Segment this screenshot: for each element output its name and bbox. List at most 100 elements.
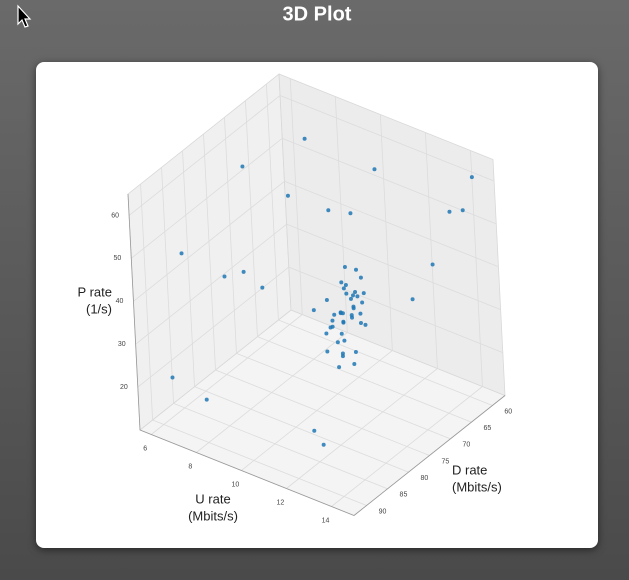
data-point <box>324 331 329 336</box>
data-point <box>204 397 209 402</box>
grid-line <box>245 100 258 337</box>
grid-line <box>203 133 216 371</box>
tick-label: 8 <box>188 463 192 470</box>
data-point <box>328 325 333 330</box>
z-axis-label: P rate <box>78 284 112 299</box>
data-point <box>372 167 377 172</box>
data-point <box>339 280 344 285</box>
tick-label: 10 <box>231 481 239 488</box>
tick-label: 90 <box>379 508 387 515</box>
data-point <box>324 298 329 303</box>
grid-line <box>284 180 499 268</box>
data-point <box>241 269 246 274</box>
grid-line <box>266 83 279 321</box>
data-point <box>240 164 245 169</box>
data-point <box>469 175 474 180</box>
window-title: 3D Plot <box>283 3 352 25</box>
grid-line <box>279 95 495 182</box>
data-point <box>447 209 452 214</box>
grid-line <box>379 114 393 351</box>
data-point <box>325 349 330 354</box>
data-point <box>358 275 363 280</box>
data-point <box>337 365 342 370</box>
data-point <box>360 300 365 305</box>
data-point <box>321 442 326 447</box>
data-point <box>343 282 348 287</box>
data-point <box>353 350 358 355</box>
tick-label: 20 <box>120 384 128 391</box>
tick-label: 50 <box>113 255 121 262</box>
grid-line <box>135 223 287 345</box>
grid-line <box>236 352 451 440</box>
grid-line <box>257 336 472 423</box>
data-point <box>350 293 355 298</box>
tick-label: 6 <box>143 445 147 452</box>
data-point <box>363 322 368 327</box>
axis-line <box>127 193 141 431</box>
data-point <box>330 318 335 323</box>
data-point <box>344 291 349 296</box>
grid-line <box>278 319 493 406</box>
data-point <box>222 274 227 279</box>
data-point <box>332 312 337 317</box>
axis-line <box>139 429 355 516</box>
grid-line <box>182 150 195 387</box>
tick-label: 80 <box>421 475 429 482</box>
tick-label: 70 <box>462 442 470 449</box>
grid-line <box>282 137 497 225</box>
data-point <box>342 338 347 343</box>
data-point <box>353 290 358 295</box>
tick-label: 60 <box>504 408 512 415</box>
data-point <box>358 321 363 326</box>
tick-label: 14 <box>322 517 330 524</box>
data-point <box>326 208 331 213</box>
data-point <box>410 297 415 302</box>
data-point <box>348 296 353 301</box>
data-point <box>340 351 345 356</box>
grid-line <box>194 386 409 473</box>
data-point <box>358 311 363 316</box>
grid-line <box>128 95 281 216</box>
data-point <box>352 362 357 367</box>
data-point <box>341 320 346 325</box>
y-axis-label: (Mbits/s) <box>452 479 502 494</box>
tick-label: 85 <box>400 492 408 499</box>
data-point <box>260 285 265 290</box>
grid-line <box>286 223 501 311</box>
tick-label: 65 <box>483 425 491 432</box>
grid-line <box>288 266 503 353</box>
data-point <box>354 267 359 272</box>
data-point <box>335 340 340 345</box>
data-point <box>460 208 465 213</box>
data-point <box>179 251 184 256</box>
tick-label: 75 <box>442 458 450 465</box>
data-point <box>312 428 317 433</box>
data-point <box>342 264 347 269</box>
grid-line <box>224 117 237 354</box>
grid-line <box>289 78 303 315</box>
data-point <box>355 294 360 299</box>
x-axis-label: U rate <box>195 491 230 506</box>
y-axis-label: D rate <box>452 462 487 477</box>
grid-line <box>131 138 283 259</box>
grid-line <box>140 183 153 421</box>
data-point <box>311 308 316 313</box>
tick-label: 12 <box>277 499 285 506</box>
data-point <box>341 286 346 291</box>
data-point <box>430 262 435 267</box>
z-axis-label: (1/s) <box>86 301 112 316</box>
grid-line <box>133 180 285 302</box>
data-point <box>351 306 356 311</box>
grid-line <box>215 369 430 456</box>
grid-line <box>152 419 367 506</box>
tick-label: 60 <box>111 212 119 219</box>
grid-line <box>173 402 388 490</box>
tick-label: 40 <box>116 298 124 305</box>
data-point <box>285 193 290 198</box>
data-point <box>338 311 343 316</box>
axis-line <box>353 395 506 516</box>
mouse-cursor <box>17 4 32 28</box>
grid-line <box>425 132 438 369</box>
